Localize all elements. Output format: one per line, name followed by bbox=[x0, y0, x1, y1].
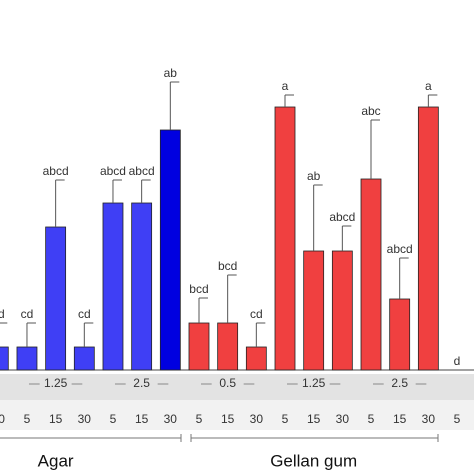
bar bbox=[303, 250, 325, 371]
time-label: 30 bbox=[250, 412, 264, 426]
significance-label: bcd bbox=[189, 282, 208, 296]
bar bbox=[16, 346, 38, 371]
significance-label: a bbox=[425, 79, 432, 93]
time-label: 5 bbox=[454, 412, 461, 426]
bar bbox=[45, 226, 67, 371]
time-label: 15 bbox=[49, 412, 63, 426]
concentration-label: 2.5 bbox=[133, 376, 150, 390]
significance-label: cd bbox=[21, 307, 34, 321]
bar bbox=[188, 322, 210, 371]
time-label: 30 bbox=[422, 412, 436, 426]
concentration-label: 2.5 bbox=[391, 376, 408, 390]
time-label: 5 bbox=[196, 412, 203, 426]
time-label: 30 bbox=[336, 412, 350, 426]
significance-label: cd bbox=[250, 307, 263, 321]
media-brackets bbox=[0, 434, 439, 442]
significance-label: ab bbox=[164, 66, 178, 80]
significance-label: d bbox=[454, 354, 461, 368]
concentration-band bbox=[0, 374, 474, 400]
medium-label: Agar bbox=[38, 451, 74, 470]
significance-label: abcd bbox=[129, 164, 155, 178]
concentration-label: 0.5 bbox=[219, 376, 236, 390]
significance-label: abcd bbox=[387, 242, 413, 256]
concentration-label: 1.25 bbox=[302, 376, 326, 390]
bar bbox=[0, 346, 9, 371]
bar bbox=[102, 202, 124, 371]
time-label: 5 bbox=[110, 412, 117, 426]
time-label: 5 bbox=[282, 412, 289, 426]
time-band bbox=[0, 400, 474, 430]
significance-label: cd bbox=[78, 307, 91, 321]
time-label: 30 bbox=[164, 412, 178, 426]
significance-label: a bbox=[282, 79, 289, 93]
significance-label: ab bbox=[307, 169, 321, 183]
bar bbox=[274, 106, 296, 371]
time-label: 5 bbox=[24, 412, 31, 426]
significance-label: bcd bbox=[218, 259, 237, 273]
significance-label: cd bbox=[0, 307, 5, 321]
bar bbox=[131, 202, 153, 371]
bar bbox=[417, 106, 439, 371]
significance-label: abcd bbox=[43, 164, 69, 178]
bar bbox=[73, 346, 95, 371]
concentration-label: 1.25 bbox=[44, 376, 68, 390]
bar bbox=[360, 178, 382, 371]
time-label: 15 bbox=[393, 412, 407, 426]
significance-label: abc bbox=[361, 104, 380, 118]
significance-label: abcd bbox=[329, 210, 355, 224]
time-label: 30 bbox=[78, 412, 92, 426]
time-label: 15 bbox=[135, 412, 149, 426]
time-label: 15 bbox=[221, 412, 235, 426]
bar bbox=[331, 250, 353, 371]
bar bbox=[217, 322, 239, 371]
bar bbox=[389, 298, 411, 371]
time-label: 30 bbox=[0, 412, 5, 426]
bar bbox=[245, 346, 267, 371]
time-label: 15 bbox=[307, 412, 321, 426]
medium-label: Gellan gum bbox=[270, 451, 357, 470]
significance-label: abcd bbox=[100, 164, 126, 178]
bar bbox=[159, 129, 181, 371]
time-label: 5 bbox=[368, 412, 375, 426]
